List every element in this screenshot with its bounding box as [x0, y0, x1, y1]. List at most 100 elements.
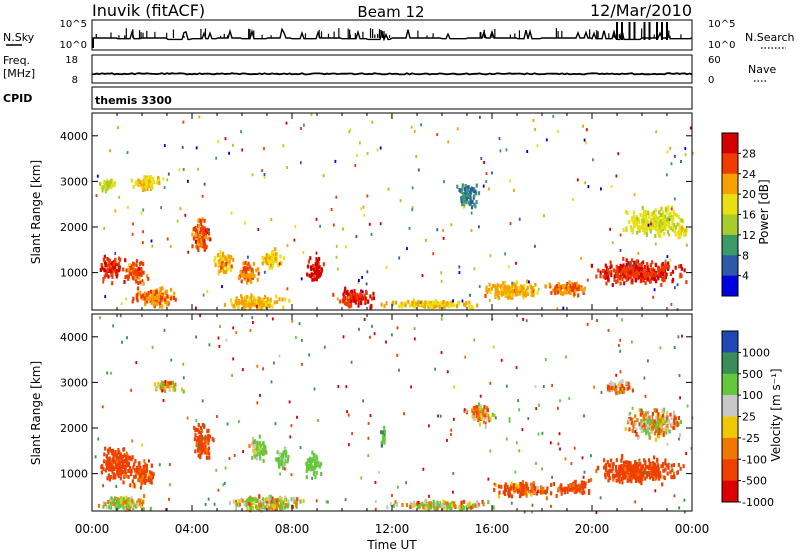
heatmap-cell: [645, 221, 649, 226]
heatmap-speck: [619, 338, 622, 342]
heatmap-cell: [310, 274, 313, 279]
heatmap-cell: [473, 406, 476, 411]
heatmap-cell: [433, 506, 436, 511]
heatmap-speck: [354, 164, 357, 167]
heatmap-cell: [661, 482, 664, 487]
heatmap-cell: [676, 222, 679, 227]
heatmap-speck: [456, 127, 459, 131]
heatmap-cell: [142, 468, 145, 473]
heatmap-speck: [478, 225, 480, 229]
heatmap-cell: [467, 200, 470, 205]
heatmap-cell: [674, 265, 677, 270]
heatmap-cell: [127, 504, 130, 509]
heatmap-cell: [99, 268, 102, 272]
heatmap-cell: [631, 266, 634, 271]
heatmap-cell: [469, 190, 472, 195]
heatmap-cell: [621, 467, 624, 471]
heatmap-speck: [186, 416, 189, 420]
heatmap-cell: [473, 202, 476, 207]
beam-title: Beam 12: [357, 3, 424, 21]
heatmap-cell: [661, 419, 664, 424]
heatmap-cell: [159, 294, 162, 299]
heatmap-cell: [250, 271, 253, 276]
heatmap-cell: [659, 234, 662, 238]
heatmap-cell: [622, 228, 625, 233]
heatmap-speck: [228, 457, 231, 461]
heatmap-cell: [159, 291, 162, 296]
heatmap-cell: [246, 507, 249, 511]
heatmap-cell: [383, 432, 386, 437]
heatmap-cell: [364, 300, 367, 305]
heatmap-cell: [667, 261, 670, 266]
heatmap-cell: [263, 505, 266, 510]
heatmap-cell: [621, 267, 624, 272]
heatmap-cell: [664, 458, 667, 463]
heatmap-speck: [442, 229, 444, 232]
heatmap-cell: [469, 198, 472, 203]
heatmap-cell: [486, 416, 489, 421]
heatmap-cell: [130, 495, 133, 500]
heatmap-cell: [265, 302, 268, 307]
heatmap-cell: [647, 225, 650, 230]
heatmap-cell: [105, 186, 108, 191]
heatmap-speck: [218, 344, 221, 348]
heatmap-speck: [365, 282, 368, 286]
heatmap-speck: [489, 298, 491, 302]
heatmap-speck: [313, 387, 316, 391]
heatmap-cell: [247, 273, 250, 278]
heatmap-cell: [279, 260, 282, 265]
heatmap-cell: [117, 501, 120, 506]
heatmap-cell: [346, 298, 349, 303]
heatmap-cell: [622, 256, 625, 261]
heatmap-cell: [476, 500, 479, 505]
heatmap-cell: [268, 266, 271, 270]
heatmap-cell: [502, 292, 505, 296]
heatmap-speck: [446, 438, 448, 442]
heatmap-speck: [291, 319, 294, 323]
heatmap-cell: [267, 497, 270, 502]
heatmap-cell: [436, 502, 439, 506]
heatmap-cell: [409, 501, 412, 506]
heatmap-cell: [99, 182, 102, 186]
heatmap-cell: [650, 275, 653, 280]
heatmap-cell: [228, 263, 231, 268]
heatmap-cell: [113, 452, 116, 457]
heatmap-cell: [662, 215, 665, 220]
heatmap-cell: [137, 478, 140, 483]
heatmap-cell: [120, 456, 123, 461]
heatmap-cell: [472, 189, 475, 194]
heatmap-cell: [197, 428, 200, 433]
heatmap-cell: [608, 385, 611, 390]
heatmap-cell: [645, 232, 648, 237]
heatmap-cell: [201, 238, 205, 243]
heatmap-cell: [543, 490, 546, 495]
heatmap-cell: [588, 489, 591, 493]
heatmap-cell: [256, 306, 259, 311]
heatmap-cell: [339, 299, 342, 304]
heatmap-cell: [271, 503, 274, 508]
heatmap-speck: [132, 222, 134, 226]
heatmap-cell: [144, 474, 147, 479]
heatmap-cell: [140, 273, 143, 277]
heatmap-speck: [373, 332, 376, 336]
heatmap-speck: [96, 174, 99, 178]
heatmap-cell: [566, 489, 569, 494]
heatmap-cell: [638, 422, 641, 427]
heatmap-cell: [130, 498, 134, 503]
heatmap-cell: [677, 235, 680, 240]
heatmap-cell: [252, 302, 255, 307]
heatmap-speck: [573, 446, 576, 450]
heatmap-cell: [253, 302, 257, 307]
heatmap-cell: [264, 256, 267, 261]
heatmap-cell: [666, 418, 669, 423]
heatmap-cell: [660, 431, 663, 436]
heatmap-cell: [282, 459, 285, 464]
heatmap-cell: [118, 450, 121, 455]
heatmap-speck: [141, 443, 144, 447]
heatmap-cell: [257, 271, 260, 276]
heatmap-speck: [479, 115, 481, 119]
heatmap-cell: [112, 502, 115, 506]
heatmap-cell: [237, 301, 240, 305]
heatmap-cell: [658, 268, 662, 273]
